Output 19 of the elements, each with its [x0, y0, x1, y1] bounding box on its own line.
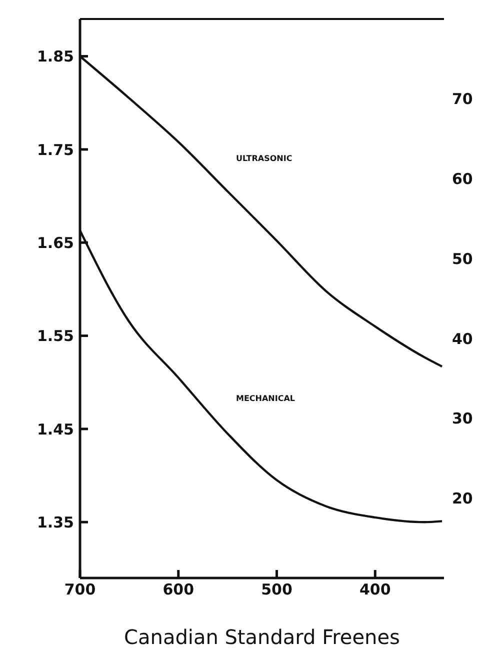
x-tick-label: 700: [64, 580, 96, 599]
y-tick-label: 1.65: [36, 234, 74, 252]
y2-tick-label: 20: [452, 489, 473, 508]
y-tick-label: 1.75: [36, 140, 74, 159]
y2-tick-label: 70: [452, 90, 473, 108]
y-tick-label: 1.55: [36, 327, 74, 346]
annotation: MECHANICAL: [236, 394, 296, 403]
x-tick-label: 500: [261, 580, 292, 599]
x-tick-label: 600: [162, 580, 194, 599]
y-tick-label: 1.85: [36, 48, 74, 66]
y-tick-label: 1.35: [36, 513, 74, 532]
y2-tick-label: 60: [452, 170, 473, 188]
y2-tick-label: 40: [452, 330, 473, 348]
x-tick-label: 400: [359, 580, 391, 599]
y-tick-label: 1.45: [36, 420, 74, 438]
x-axis-title: Canadian Standard Freenes: [124, 625, 400, 649]
annotation: ULTRASONIC: [236, 154, 292, 163]
y2-tick-label: 30: [452, 410, 473, 428]
y2-tick-label: 50: [452, 250, 473, 268]
